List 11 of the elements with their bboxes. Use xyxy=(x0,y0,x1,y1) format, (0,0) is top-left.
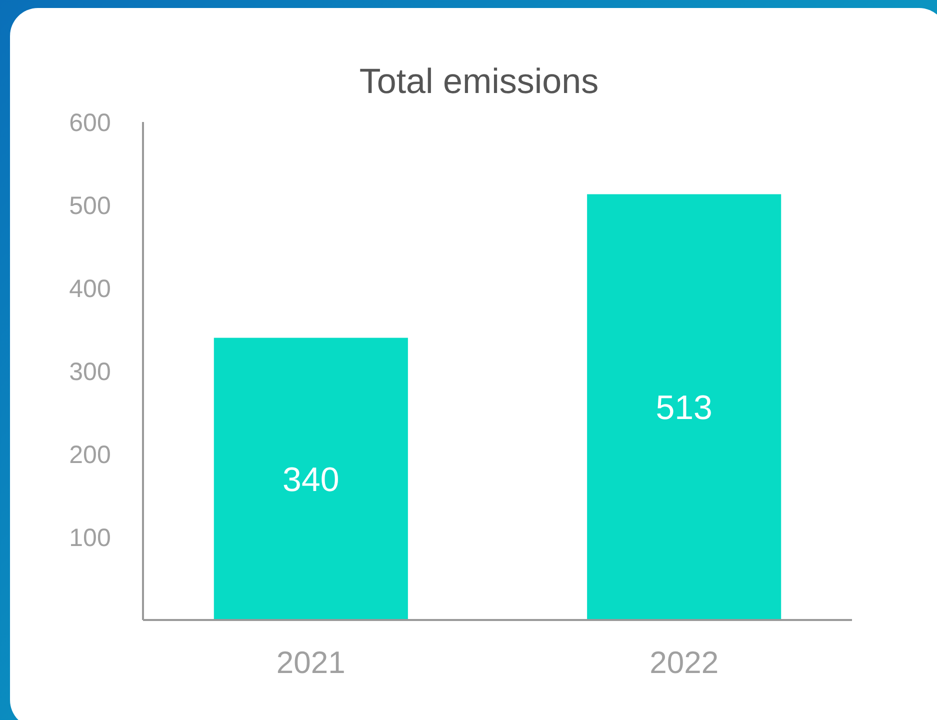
x-tick-label: 2021 xyxy=(276,645,346,680)
x-tick-label: 2022 xyxy=(650,645,719,680)
y-tick-label: 300 xyxy=(69,358,111,386)
y-tick-label: 100 xyxy=(69,524,111,552)
data-label: 513 xyxy=(656,389,712,428)
y-tick-label: 200 xyxy=(69,441,111,469)
y-tick-label: 600 xyxy=(69,109,111,137)
chart-title: Total emissions xyxy=(359,62,599,101)
data-label: 340 xyxy=(282,460,340,499)
y-tick-label: 400 xyxy=(69,275,111,303)
y-tick-label: 500 xyxy=(69,192,111,220)
